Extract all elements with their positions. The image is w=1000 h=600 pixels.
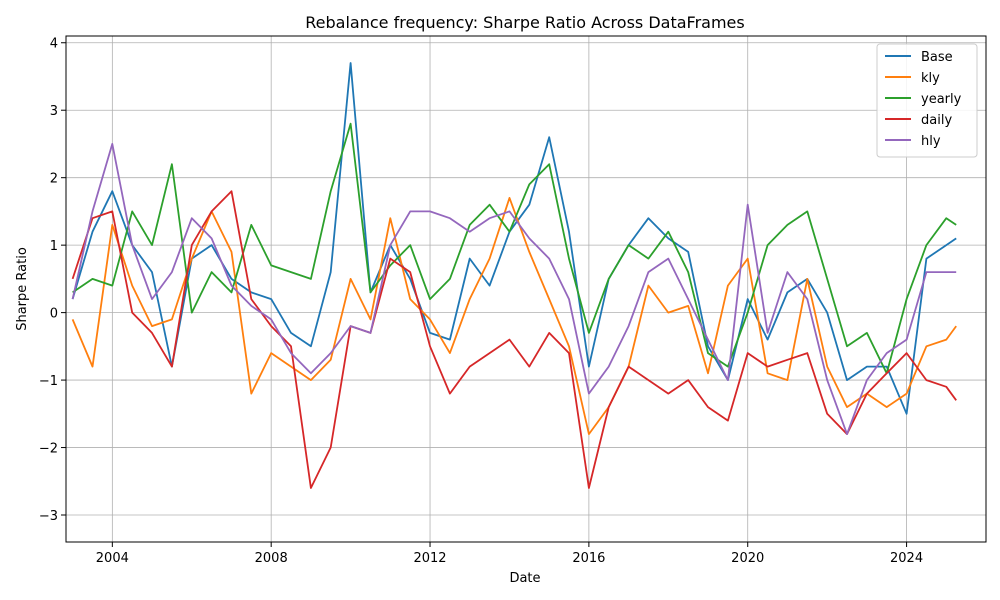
series-lines	[71, 62, 957, 489]
y-tick-label: 4	[50, 37, 58, 52]
series-line-hly	[71, 142, 957, 436]
legend: Base kly yearly daily hly	[876, 43, 978, 158]
chart-title: Rebalance frequency: Sharpe Ratio Across…	[305, 13, 744, 32]
series-line-yearly	[72, 122, 957, 375]
legend-label-daily: daily	[921, 113, 952, 128]
legend-box	[876, 43, 978, 158]
series-line-daily	[71, 190, 957, 489]
series-line-kly	[71, 196, 957, 436]
legend-label-hly: hly	[921, 134, 941, 149]
x-tick-label: 2004	[96, 551, 129, 566]
series-line-Base	[71, 62, 957, 415]
x-tick-label: 2012	[413, 551, 446, 566]
y-axis-label: Sharpe Ratio	[15, 247, 30, 331]
legend-label-kly: kly	[921, 71, 940, 86]
y-tick-label: 3	[50, 104, 58, 119]
y-tick-label: 0	[50, 307, 58, 322]
x-tick-label: 2016	[572, 551, 605, 566]
y-tick-label: −1	[39, 374, 58, 389]
x-tick-label: 2024	[890, 551, 923, 566]
x-axis-label: Date	[509, 571, 540, 586]
y-ticks: −3 −2 −1 0 1 2 3 4	[39, 37, 66, 524]
plot-frame	[65, 35, 987, 543]
y-tick-label: −2	[39, 442, 58, 457]
x-ticks: 2004 2008 2012 2016 2020 2024	[96, 542, 923, 566]
legend-label-Base: Base	[921, 50, 953, 65]
x-tick-label: 2020	[731, 551, 764, 566]
x-tick-label: 2008	[255, 551, 288, 566]
legend-label-yearly: yearly	[921, 92, 962, 107]
y-tick-label: 2	[50, 172, 58, 187]
y-tick-label: −3	[39, 509, 58, 524]
y-tick-label: 1	[50, 239, 58, 254]
